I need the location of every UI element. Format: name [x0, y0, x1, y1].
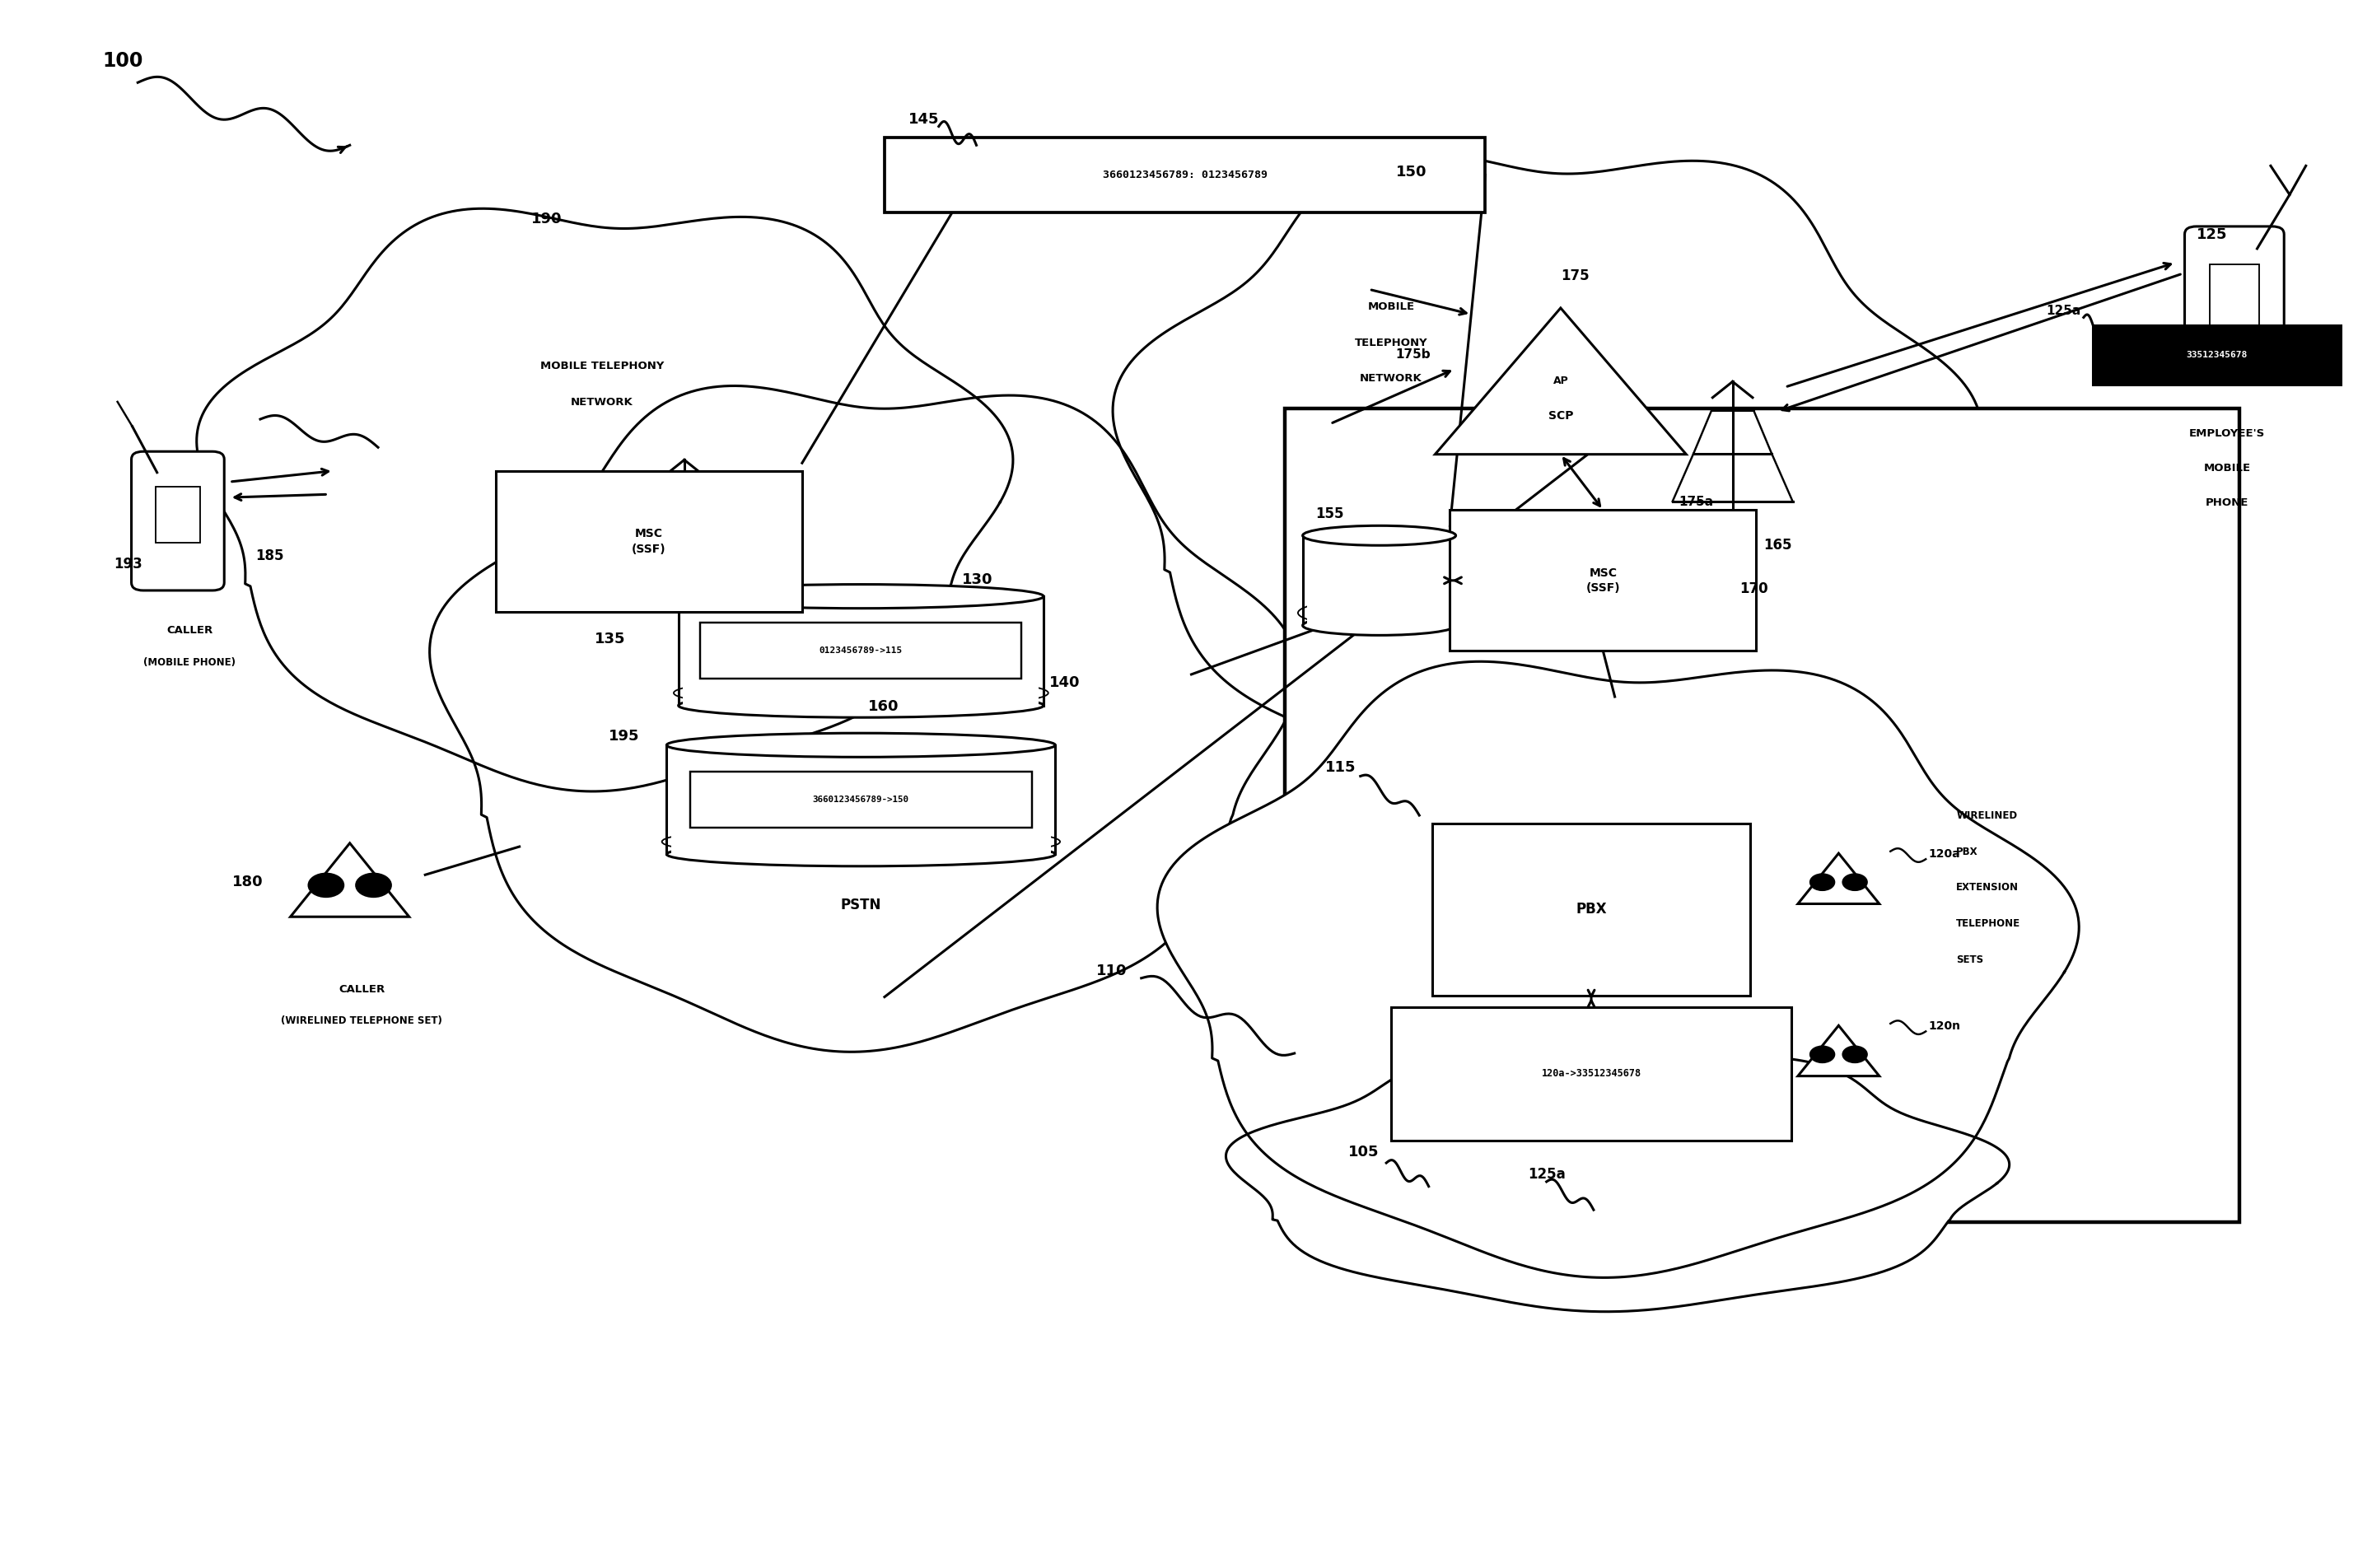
Text: 140: 140 — [1049, 676, 1080, 690]
Text: AP: AP — [1554, 376, 1568, 386]
Text: 175a: 175a — [1679, 495, 1714, 508]
Text: MOBILE: MOBILE — [2205, 463, 2252, 474]
Circle shape — [1844, 875, 1868, 891]
Polygon shape — [1113, 152, 1981, 801]
FancyBboxPatch shape — [2094, 325, 2341, 384]
FancyBboxPatch shape — [2184, 226, 2285, 378]
Ellipse shape — [679, 693, 1045, 718]
Text: (WIRELINED TELEPHONE SET): (WIRELINED TELEPHONE SET) — [281, 1016, 443, 1025]
Text: WIRELINED: WIRELINED — [1957, 811, 2018, 822]
Ellipse shape — [1302, 616, 1455, 635]
FancyBboxPatch shape — [1391, 1007, 1792, 1140]
Text: 100: 100 — [101, 52, 144, 71]
Text: 3660123456789: 0123456789: 3660123456789: 0123456789 — [1104, 169, 1266, 180]
FancyBboxPatch shape — [1285, 408, 2240, 1223]
FancyBboxPatch shape — [495, 470, 802, 612]
Text: PBX: PBX — [1957, 847, 1978, 858]
Text: 145: 145 — [908, 111, 938, 127]
Text: SCP: SCP — [1549, 411, 1573, 422]
Text: 190: 190 — [531, 212, 561, 227]
Text: 150: 150 — [1396, 165, 1427, 180]
Polygon shape — [1797, 853, 1879, 903]
Text: EMPLOYEE'S: EMPLOYEE'S — [2188, 428, 2266, 439]
FancyBboxPatch shape — [700, 622, 1021, 679]
Text: MSC
(SSF): MSC (SSF) — [632, 528, 665, 555]
Text: NETWORK: NETWORK — [1361, 373, 1422, 384]
Ellipse shape — [667, 842, 1056, 866]
Text: 193: 193 — [113, 557, 144, 571]
Text: MOBILE TELEPHONY: MOBILE TELEPHONY — [540, 361, 663, 372]
Text: NETWORK: NETWORK — [571, 397, 632, 408]
Text: PHONE: PHONE — [2205, 497, 2250, 508]
Bar — [156, 488, 200, 543]
Circle shape — [1844, 1046, 1868, 1063]
Text: 170: 170 — [1740, 582, 1768, 596]
FancyBboxPatch shape — [1431, 823, 1750, 996]
Text: 33512345678: 33512345678 — [2186, 351, 2247, 359]
Text: MOBILE: MOBILE — [1368, 301, 1415, 312]
Bar — [679, 596, 1045, 718]
Bar — [672, 745, 1052, 855]
Circle shape — [309, 873, 344, 897]
Text: 165: 165 — [1764, 538, 1792, 552]
Text: 125a: 125a — [1528, 1167, 1566, 1182]
Polygon shape — [1436, 307, 1686, 455]
Ellipse shape — [679, 585, 1045, 608]
Ellipse shape — [667, 734, 1056, 757]
Text: 115: 115 — [1325, 760, 1356, 775]
FancyBboxPatch shape — [691, 771, 1033, 828]
Text: 125: 125 — [2198, 227, 2228, 243]
Bar — [1302, 536, 1455, 635]
Circle shape — [1811, 1046, 1835, 1063]
FancyBboxPatch shape — [884, 138, 1486, 213]
Bar — [1306, 536, 1450, 626]
Text: 195: 195 — [608, 729, 639, 743]
Text: 155: 155 — [1316, 506, 1344, 521]
Polygon shape — [290, 844, 410, 917]
Text: 160: 160 — [868, 699, 898, 713]
Text: CALLER: CALLER — [167, 626, 212, 637]
Text: 185: 185 — [255, 549, 283, 563]
Text: 105: 105 — [1349, 1145, 1379, 1160]
Text: EXTENSION: EXTENSION — [1957, 883, 2018, 892]
Circle shape — [356, 873, 391, 897]
Text: 125a: 125a — [2047, 304, 2080, 317]
Polygon shape — [429, 386, 1299, 1052]
Text: SETS: SETS — [1957, 955, 1983, 964]
Ellipse shape — [1302, 525, 1455, 546]
Text: 180: 180 — [231, 875, 264, 889]
Polygon shape — [1158, 662, 2080, 1278]
Bar — [2209, 265, 2259, 326]
Polygon shape — [1797, 1025, 1879, 1076]
Text: 135: 135 — [594, 632, 625, 646]
Text: 120a->33512345678: 120a->33512345678 — [1542, 1068, 1641, 1079]
Text: CALLER: CALLER — [340, 985, 384, 994]
Bar — [667, 745, 1056, 866]
Text: PBX: PBX — [1575, 902, 1606, 917]
FancyBboxPatch shape — [1450, 510, 1757, 651]
Text: MSC
(SSF): MSC (SSF) — [1587, 568, 1620, 594]
Text: 3660123456789->150: 3660123456789->150 — [814, 795, 910, 804]
Text: 0123456789->115: 0123456789->115 — [818, 646, 903, 655]
Bar — [684, 596, 1040, 706]
Text: 130: 130 — [962, 572, 993, 586]
Text: 175: 175 — [1561, 268, 1589, 284]
Polygon shape — [1226, 1052, 2009, 1312]
Text: 175b: 175b — [1396, 348, 1431, 361]
Text: PSTN: PSTN — [842, 898, 882, 913]
Text: TELEPHONE: TELEPHONE — [1957, 919, 2021, 928]
Text: (MOBILE PHONE): (MOBILE PHONE) — [144, 657, 236, 668]
Text: 120a: 120a — [1929, 848, 1959, 861]
Polygon shape — [196, 209, 1014, 792]
Text: 110: 110 — [1096, 963, 1127, 978]
Text: TELEPHONY: TELEPHONY — [1353, 337, 1427, 348]
FancyBboxPatch shape — [132, 452, 224, 591]
Circle shape — [1811, 875, 1835, 891]
Text: 120n: 120n — [1929, 1021, 1959, 1032]
